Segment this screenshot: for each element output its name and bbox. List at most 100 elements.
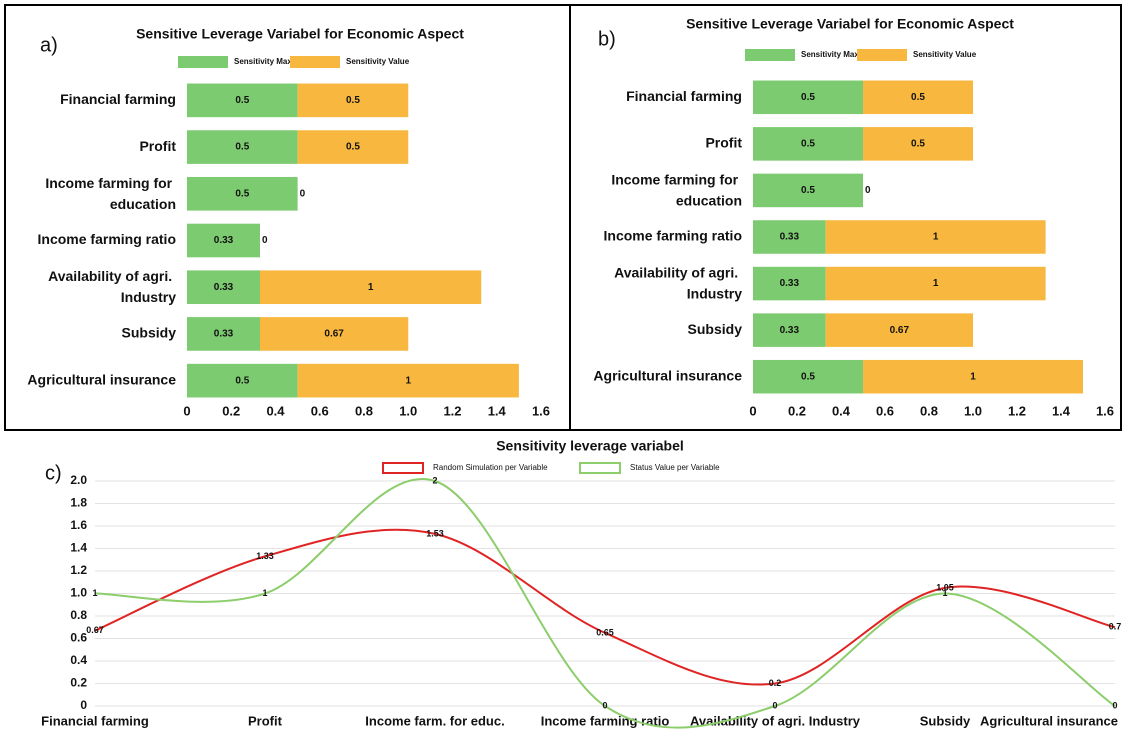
x-tick-label: Income farming ratio (541, 713, 670, 728)
bar-segment (187, 363, 298, 398)
x-tick-label: 1.6 (532, 403, 550, 418)
x-tick-label: 0.4 (832, 403, 851, 418)
legend-swatch (857, 49, 907, 61)
data-label: 0.5 (235, 188, 249, 199)
y-tick-label: 0.8 (70, 608, 87, 622)
data-label: 0.33 (214, 329, 234, 340)
data-label: 0 (772, 700, 777, 710)
bar-segment (753, 359, 863, 394)
bar-segment (753, 80, 863, 115)
bar-segment (187, 176, 298, 211)
legend-swatch (178, 56, 228, 68)
x-tick-label: 1.0 (964, 403, 982, 418)
x-tick-label: 1.4 (1052, 403, 1071, 418)
x-tick-label: 0.8 (920, 403, 938, 418)
legend-label: Status Value per Variable (630, 463, 720, 472)
y-tick-label: 1.0 (70, 586, 87, 600)
data-label: 0 (602, 700, 607, 710)
bar-segment (825, 266, 1046, 301)
data-label: 1 (92, 588, 97, 598)
data-label: 0.5 (801, 92, 815, 103)
y-tick-label: Subsidy (688, 321, 743, 337)
bar-segment (187, 317, 261, 351)
bar-segment (863, 127, 973, 161)
panel-label: a) (40, 34, 58, 56)
data-label: 0.7 (1109, 622, 1122, 632)
bar-segment (260, 270, 482, 305)
data-label: 0.5 (235, 375, 249, 386)
data-label: 1 (368, 282, 374, 293)
data-label: 0.33 (214, 235, 234, 246)
y-tick-label: 1.6 (70, 518, 87, 532)
bar-segment (863, 80, 973, 115)
data-label: 0.2 (769, 678, 782, 688)
y-tick-label: Profit (705, 135, 742, 151)
chart-title: Sensitive Leverage Variabel for Economic… (686, 16, 1014, 32)
bar-segment (187, 270, 261, 305)
panel-label: c) (45, 462, 62, 484)
data-label: 0 (300, 188, 306, 199)
data-label: 1 (942, 588, 947, 598)
data-label: 2 (432, 475, 437, 485)
bar-segment (753, 220, 826, 254)
panel-label: b) (598, 28, 616, 50)
y-tick-label: Agricultural insurance (27, 371, 176, 387)
data-label: 1 (405, 375, 411, 386)
x-tick-label: Financial farming (41, 713, 149, 728)
data-label: 1 (933, 232, 939, 243)
data-label: 0.67 (86, 625, 104, 635)
data-label: 0.5 (235, 142, 249, 153)
bar-segment (297, 363, 519, 398)
y-tick-label: 1.2 (70, 563, 87, 577)
y-tick-label: Profit (139, 138, 176, 154)
y-tick-label: 0.2 (70, 676, 87, 690)
y-tick-label: 1.4 (70, 541, 87, 555)
line (94, 528, 1116, 686)
x-tick-label: 0.6 (311, 403, 329, 418)
chart-title: Sensitivity leverage variabel (496, 438, 684, 454)
line (94, 477, 1116, 729)
y-tick-label: Financial farming (60, 91, 176, 107)
data-label: 0.5 (911, 92, 925, 103)
data-label: 1.05 (936, 582, 954, 592)
bar-segment (187, 223, 261, 258)
y-tick-label: Availability of agri. Industry (614, 264, 742, 301)
x-tick-label: 0.6 (876, 403, 894, 418)
data-label: 0 (865, 185, 871, 196)
panel-border (4, 4, 1122, 431)
bar-segment (187, 130, 298, 164)
x-tick-label: 0 (183, 403, 190, 418)
x-tick-label: Agricultural insurance (980, 713, 1118, 728)
data-label: 0 (1112, 700, 1117, 710)
y-tick-label: Financial farming (626, 88, 742, 104)
data-label: 0.5 (235, 95, 249, 106)
x-tick-label: 1.2 (1008, 403, 1026, 418)
data-label: 0.65 (596, 627, 614, 637)
data-label: 1 (970, 371, 976, 382)
bar-segment (825, 220, 1046, 254)
x-tick-label: Subsidy (920, 713, 971, 728)
data-label: 0.5 (911, 138, 925, 149)
y-tick-label: 1.8 (70, 496, 87, 510)
x-tick-label: 0 (749, 403, 756, 418)
y-tick-label: 0.6 (70, 631, 87, 645)
legend-label: Sensitivity Value (346, 57, 410, 66)
legend-label: Sensitivity Max (801, 50, 859, 59)
data-label: 0.5 (346, 95, 360, 106)
x-tick-label: 0.2 (788, 403, 806, 418)
y-tick-label: Subsidy (122, 325, 177, 341)
bar-segment (825, 313, 973, 347)
y-tick-label: 2.0 (70, 473, 87, 487)
y-tick-label: Agricultural insurance (593, 367, 742, 383)
data-label: 0.5 (801, 185, 815, 196)
bar-segment (187, 83, 298, 118)
bar-segment (297, 83, 409, 118)
data-label: 0.67 (890, 325, 910, 336)
bar-segment (753, 266, 826, 301)
x-tick-label: 1.6 (1096, 403, 1114, 418)
bar-segment (863, 359, 1083, 394)
legend-label: Random Simulation per Variable (433, 463, 548, 472)
bar-segment (260, 317, 409, 351)
legend-swatch (579, 462, 621, 474)
